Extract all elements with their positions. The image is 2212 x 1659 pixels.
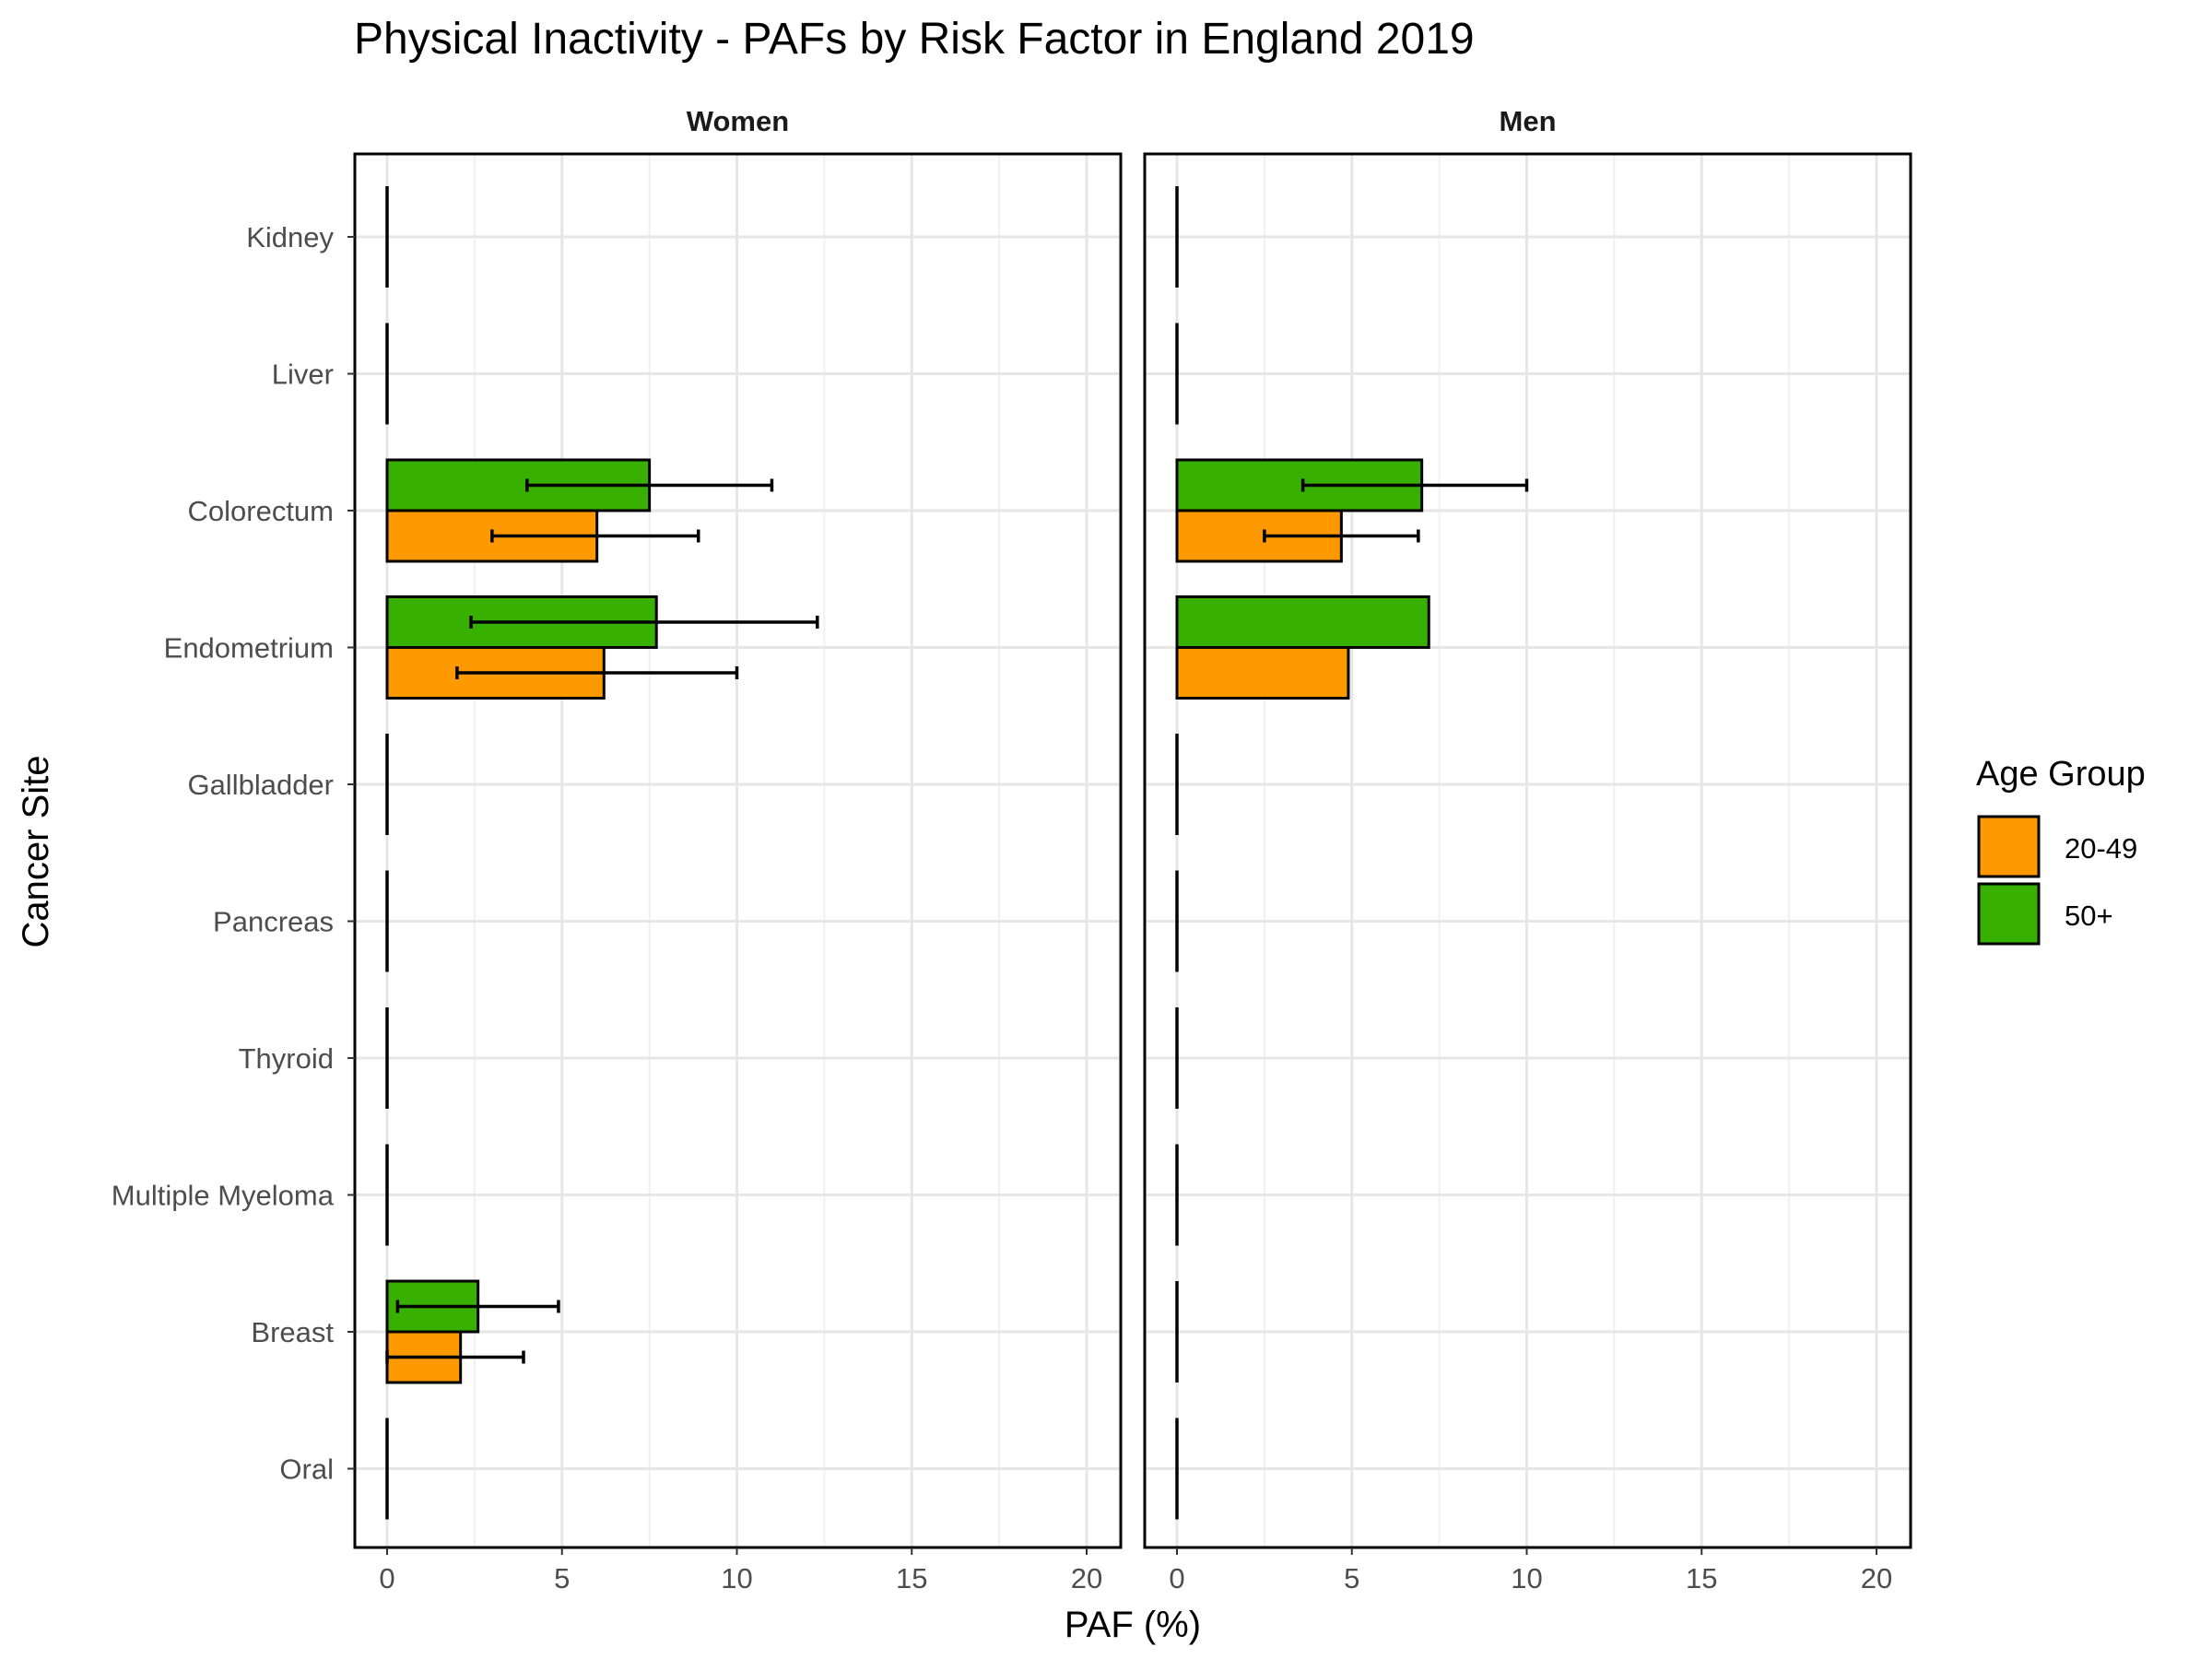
y-tick-label: Colorectum (188, 495, 335, 527)
legend-label: 20-49 (2065, 832, 2137, 865)
panel-men: Men 0 5 10 15 20 (1143, 105, 1912, 1594)
x-tick-label: 20 (1071, 1562, 1102, 1594)
y-tick-label: Liver (272, 359, 334, 391)
y-tick-label: Thyroid (239, 1042, 334, 1075)
y-axis-label: Cancer Site (16, 756, 56, 948)
x-tick-label: 5 (554, 1562, 570, 1594)
chart-title: Physical Inactivity - PAFs by Risk Facto… (354, 15, 1475, 64)
bar-men-endometrium-20-49 (1175, 646, 1350, 700)
error-bar (395, 1300, 560, 1313)
panel-strip-label: Men (1500, 105, 1557, 137)
error-bar (525, 478, 774, 492)
legend: Age Group 20-49 50+ (1976, 755, 2146, 946)
x-tick-label: 0 (379, 1562, 394, 1594)
legend-items: 20-49 50+ (1977, 815, 2137, 946)
error-bar (1300, 478, 1529, 492)
y-tick-label: Endometrium (164, 632, 334, 665)
x-tick-label: 15 (1686, 1562, 1717, 1594)
y-tick-label: Multiple Myeloma (112, 1180, 335, 1212)
error-bar (490, 529, 700, 543)
bar-men-endometrium-50+ (1175, 595, 1430, 649)
x-tick-label: 10 (721, 1562, 752, 1594)
legend-key-20-49 (1977, 815, 2041, 878)
panel-women: Women 0 5 10 15 20 (353, 105, 1123, 1594)
panel-strip-label: Women (687, 105, 789, 137)
y-tick-label: Breast (251, 1316, 334, 1348)
y-tick-label: Kidney (246, 221, 334, 253)
y-tick-label: Oral (279, 1453, 334, 1486)
y-tick-labels: Kidney Liver Colorectum Endometrium Gallblad… (112, 221, 355, 1486)
x-tick-label: 20 (1861, 1562, 1892, 1594)
y-tick-label: Gallbladder (187, 769, 334, 801)
error-bar (455, 666, 739, 679)
legend-label: 50+ (2065, 900, 2113, 932)
error-bar (385, 1350, 525, 1364)
y-tick-label: Pancreas (213, 906, 334, 938)
legend-title: Age Group (1976, 755, 2146, 794)
x-axis-label: PAF (%) (1065, 1605, 1201, 1645)
x-tick-label: 10 (1511, 1562, 1542, 1594)
error-bar (469, 616, 819, 629)
x-tick-label: 0 (1169, 1562, 1184, 1594)
x-tick-label: 15 (896, 1562, 927, 1594)
x-tick-label: 5 (1344, 1562, 1359, 1594)
error-bar (1263, 529, 1420, 543)
panels: Women 0 5 10 15 20 Men 0 5 10 15 20 Kidney Liver Color… (112, 105, 1912, 1594)
legend-key-50+ (1977, 882, 2041, 946)
